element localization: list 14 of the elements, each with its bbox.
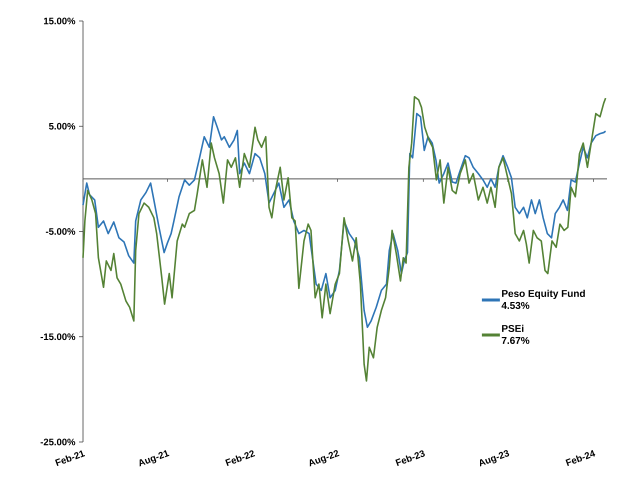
x-tick-label: Feb-21	[55, 450, 86, 466]
annotation: 4.53%	[502, 302, 530, 309]
x-tick-label: Feb-24	[566, 450, 596, 466]
legend-label: PSEi	[502, 324, 524, 332]
y-tick-label: 5.00%	[48, 122, 76, 130]
y-tick-label: -15.00%	[40, 333, 76, 340]
annotation: 7.67%	[502, 336, 530, 344]
y-tick-label: -25.00%	[40, 438, 76, 446]
x-tick-label: Feb-22	[225, 450, 256, 466]
line-series	[82, 96, 606, 382]
y-tick-label: -5.00%	[46, 228, 76, 235]
legend-label: Peso Equity Fund	[502, 290, 585, 299]
x-tick-label: Feb-23	[395, 450, 425, 466]
y-tick-label: 15.00%	[44, 18, 76, 24]
